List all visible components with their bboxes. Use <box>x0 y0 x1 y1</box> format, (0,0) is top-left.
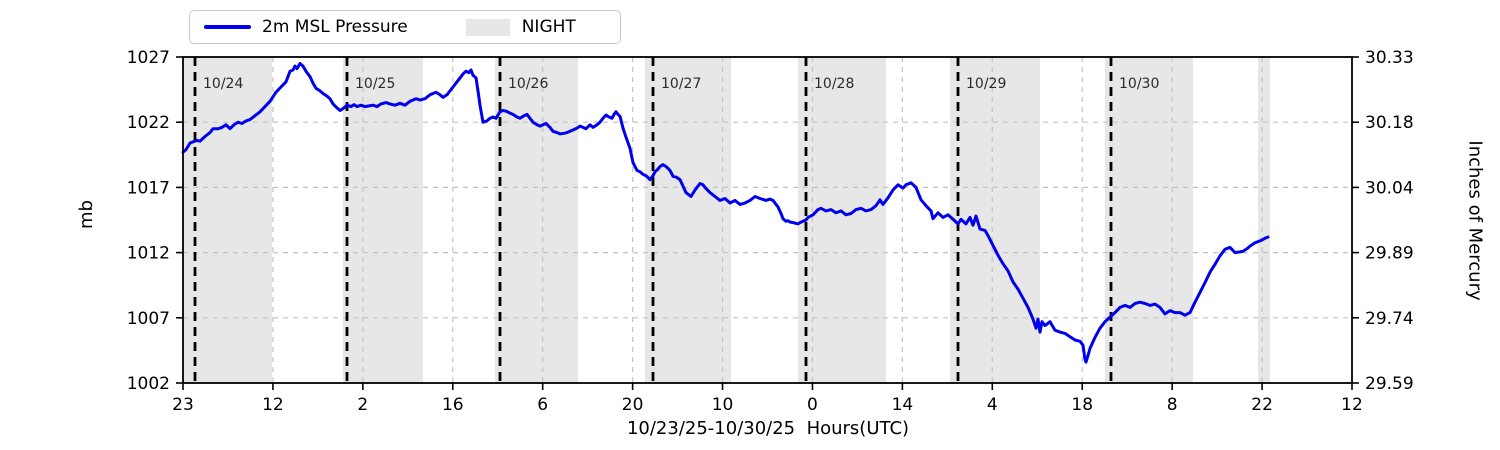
day-boundary-lines: 10/24 10/25 10/26 10/27 10/28 10/29 10/30 <box>193 57 1159 383</box>
pressure-line-sample-icon <box>204 25 251 29</box>
inhg-tick-label: 29.74 <box>1365 309 1414 329</box>
x-axis-title: 10/23/25-10/30/25 Hours(UTC) <box>626 418 910 439</box>
x-tick-label: 18 <box>1071 395 1093 415</box>
night-band <box>183 57 272 383</box>
night-band <box>1258 57 1270 383</box>
mb-tick-label: 1002 <box>127 374 170 394</box>
x-tick-label: 20 <box>622 395 644 415</box>
gridlines <box>183 57 1352 383</box>
y-axis-left-title: mb <box>75 200 97 229</box>
tick-marks <box>176 56 1359 390</box>
mb-tick-label: 1007 <box>127 309 170 329</box>
x-tick-label: 12 <box>262 395 284 415</box>
night-band <box>343 57 423 383</box>
inhg-tick-label: 29.59 <box>1365 374 1414 394</box>
legend-label-pressure: 2m MSL Pressure <box>262 17 408 37</box>
x-tick-label: 12 <box>1341 395 1363 415</box>
y-axis-right-title: Inches of Mercury <box>1464 139 1486 301</box>
inhg-tick-label: 30.33 <box>1365 48 1414 68</box>
x-tick-label: 14 <box>892 395 914 415</box>
inhg-tick-label: 30.18 <box>1365 113 1414 133</box>
night-band <box>798 57 886 383</box>
y-tick-labels-right: 30.33 30.18 30.04 29.89 29.74 29.59 <box>1365 48 1414 394</box>
date-label: 10/27 <box>661 76 701 92</box>
y-tick-labels-left: 1027 1022 1017 1012 1007 1002 <box>127 48 170 394</box>
x-tick-label: 10 <box>712 395 734 415</box>
date-label: 10/24 <box>203 76 243 92</box>
date-label: 10/28 <box>814 76 854 92</box>
x-tick-label: 8 <box>1167 395 1178 415</box>
x-tick-labels: 23 12 2 16 6 20 10 0 14 4 18 8 22 12 <box>172 395 1363 415</box>
night-patch-sample-icon <box>465 18 510 36</box>
plot-frame <box>182 56 1353 384</box>
mb-tick-label: 1017 <box>127 178 170 198</box>
x-tick-label: 6 <box>537 395 548 415</box>
date-label: 10/25 <box>355 76 395 92</box>
date-label: 10/29 <box>966 76 1006 92</box>
x-tick-label: 4 <box>987 395 998 415</box>
mb-tick-label: 1012 <box>127 244 170 264</box>
date-label: 10/30 <box>1119 76 1159 92</box>
legend-label-night: NIGHT <box>521 17 576 37</box>
mb-tick-label: 1022 <box>127 113 170 133</box>
date-label: 10/26 <box>508 76 548 92</box>
pressure-line <box>181 62 1270 364</box>
x-tick-label: 2 <box>357 395 368 415</box>
inhg-tick-label: 30.04 <box>1365 178 1414 198</box>
legend: 2m MSL Pressure NIGHT <box>189 10 621 44</box>
x-tick-label: 16 <box>442 395 464 415</box>
night-band <box>1105 57 1193 383</box>
mb-tick-label: 1027 <box>127 48 170 68</box>
night-band <box>950 57 1040 383</box>
night-band <box>495 57 578 383</box>
x-tick-label: 22 <box>1251 395 1273 415</box>
night-band <box>645 57 731 383</box>
x-tick-label: 0 <box>807 395 818 415</box>
x-tick-label: 23 <box>172 395 194 415</box>
inhg-tick-label: 29.89 <box>1365 244 1414 264</box>
